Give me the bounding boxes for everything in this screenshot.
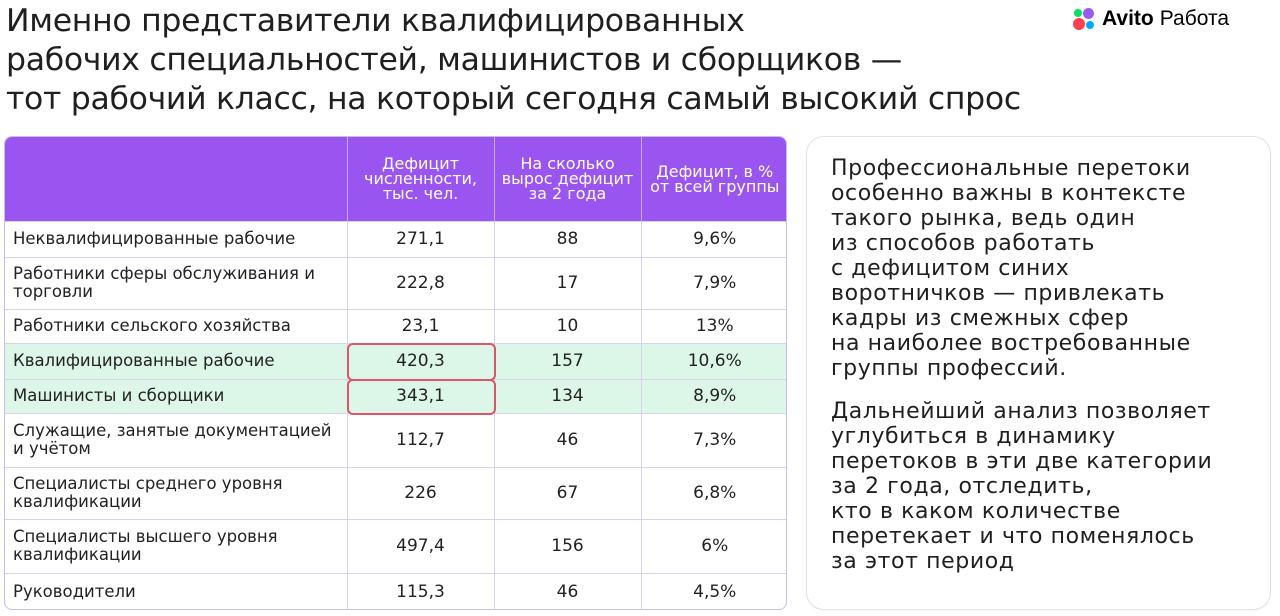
commentary-line: кто в каком количестве <box>831 499 1121 524</box>
commentary-line: перетекает и что поменялось <box>831 524 1195 549</box>
row-name: Работники сферы обслуживания и торговли <box>5 256 348 309</box>
row-percent: 7,3% <box>641 412 786 467</box>
table-row: Руководители 115,3 46 4,5% <box>5 572 786 609</box>
table-row: Служащие, занятые документацией и учётом… <box>5 412 786 467</box>
row-name: Руководители <box>5 572 348 609</box>
avito-rabota-logo: Avito Работа <box>1072 6 1229 32</box>
commentary-line: Дальнейший анализ позволяет <box>831 399 1211 424</box>
row-growth: 134 <box>494 378 642 413</box>
commentary-paragraph-2: Дальнейший анализ позволяет углубиться в … <box>831 399 1212 574</box>
row-growth: 10 <box>494 308 642 343</box>
row-name: Специалисты среднего уровня квалификации <box>5 466 348 519</box>
row-percent: 4,5% <box>641 572 786 609</box>
commentary-line: на наиболее востребованные <box>831 331 1191 356</box>
row-percent: 13% <box>641 308 786 343</box>
row-name: Неквалифицированные рабочие <box>5 220 348 257</box>
row-name: Работники сельского хозяйства <box>5 308 348 343</box>
table-row: Специалисты среднего уровня квалификации… <box>5 466 786 519</box>
row-deficit: 222,8 <box>347 256 495 309</box>
page-title: Именно представители квалифицированных р… <box>6 2 1066 119</box>
header-percent: Дефицит, в % от всей группы <box>641 137 786 221</box>
row-name: Специалисты высшего уровня квалификации <box>5 518 348 573</box>
row-deficit: 343,1 <box>347 378 495 413</box>
row-growth: 67 <box>494 466 642 519</box>
row-deficit: 497,4 <box>347 518 495 573</box>
title-line: Именно представители квалифицированных <box>6 3 745 39</box>
commentary-line: такого рынка, ведь один <box>831 206 1136 231</box>
row-percent: 8,9% <box>641 378 786 413</box>
commentary-line: воротничков — привлекать <box>831 281 1166 306</box>
row-deficit: 23,1 <box>347 308 495 343</box>
table-row: Специалисты высшего уровня квалификации 4… <box>5 518 786 573</box>
row-percent: 9,6% <box>641 220 786 257</box>
row-percent: 6,8% <box>641 466 786 519</box>
table-header-row: Дефицит численности, тыс. чел. На скольк… <box>5 137 786 221</box>
row-deficit: 115,3 <box>347 572 495 609</box>
row-deficit: 112,7 <box>347 412 495 467</box>
row-name: Квалифицированные рабочие <box>5 342 348 379</box>
table-row: Работники сферы обслуживания и торговли 2… <box>5 256 786 309</box>
row-growth: 17 <box>494 256 642 309</box>
table-row: Квалифицированные рабочие 420,3 157 10,6% <box>5 342 786 379</box>
row-growth: 157 <box>494 342 642 379</box>
title-line: рабочих специальностей, машинистов и сбо… <box>6 42 902 78</box>
commentary-line: за этот период <box>831 549 1015 574</box>
row-percent: 10,6% <box>641 342 786 379</box>
table-row: Машинисты и сборщики 343,1 134 8,9% <box>5 378 786 413</box>
avito-dots-icon <box>1073 8 1094 30</box>
commentary-line: за 2 года, отследить, <box>831 474 1093 499</box>
deficit-table: Дефицит численности, тыс. чел. На скольк… <box>4 136 787 610</box>
commentary-line: перетоков в эти две категории <box>831 449 1213 474</box>
row-deficit: 420,3 <box>347 342 495 379</box>
row-name: Служащие, занятые документацией и учётом <box>5 412 348 467</box>
commentary-paragraph-1: Профессиональные перетоки особенно важны … <box>831 156 1191 381</box>
commentary-line: из способов работать <box>831 231 1096 256</box>
table-row: Работники сельского хозяйства 23,1 10 13% <box>5 308 786 343</box>
title-line: тот рабочий класс, на который сегодня са… <box>6 81 1021 117</box>
row-percent: 6% <box>641 518 786 573</box>
row-growth: 88 <box>494 220 642 257</box>
header-profession <box>5 137 348 221</box>
row-growth: 46 <box>494 412 642 467</box>
row-growth: 46 <box>494 572 642 609</box>
row-percent: 7,9% <box>641 256 786 309</box>
commentary-line: с дефицитом синих <box>831 256 1070 281</box>
commentary-line: кадры из смежных сфер <box>831 306 1130 331</box>
row-growth: 156 <box>494 518 642 573</box>
commentary-card: Профессиональные перетоки особенно важны … <box>806 136 1271 610</box>
row-deficit: 226 <box>347 466 495 519</box>
row-name: Машинисты и сборщики <box>5 378 348 413</box>
header-deficit: Дефицит численности, тыс. чел. <box>347 137 495 221</box>
commentary-line: группы профессий. <box>831 356 1067 381</box>
header-growth: На сколько вырос дефицит за 2 года <box>494 137 642 221</box>
commentary-line: особенно важны в контексте <box>831 181 1187 206</box>
table-row: Неквалифицированные рабочие 271,1 88 9,6% <box>5 220 786 257</box>
commentary-line: углубиться в динамику <box>831 424 1116 449</box>
logo-text: Avito Работа <box>1102 7 1230 30</box>
commentary-line: Профессиональные перетоки <box>831 156 1191 181</box>
row-deficit: 271,1 <box>347 220 495 257</box>
